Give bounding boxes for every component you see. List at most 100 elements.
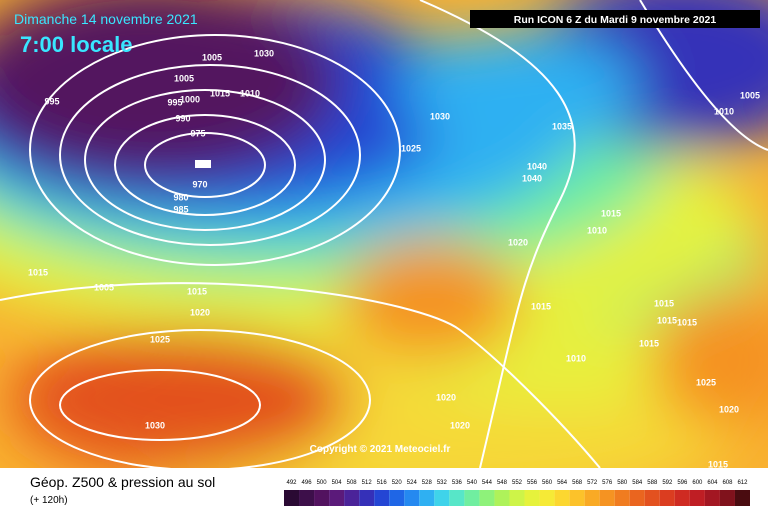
colorbar-swatch (314, 490, 330, 506)
isobar-label: 1025 (150, 334, 170, 344)
isobar-label: 1030 (430, 111, 450, 121)
colorbar-label: 548 (497, 480, 508, 486)
colorbar-label: 580 (617, 480, 628, 486)
colorbar-swatch (629, 490, 645, 506)
colorbar-swatch (509, 490, 525, 506)
colorbar-label: 492 (287, 480, 298, 486)
isobar-label: 1015 (677, 317, 697, 327)
isobar-label: 1040 (527, 161, 547, 171)
colorbar-label: 552 (512, 480, 523, 486)
colorbar-label: 496 (302, 480, 313, 486)
isobar-label: 1015 (708, 459, 728, 469)
colorbar-swatch (494, 490, 510, 506)
colorbar-label: 568 (572, 480, 583, 486)
isobar-label: 975 (190, 128, 205, 138)
colorbar-label: 608 (722, 480, 733, 486)
run-box (470, 10, 760, 28)
colorbar-label: 508 (347, 480, 358, 486)
colorbar-label: 612 (737, 480, 748, 486)
colorbar-label: 512 (362, 480, 373, 486)
colorbar-swatch (569, 490, 585, 506)
colorbar-swatch (524, 490, 540, 506)
colorbar-swatch (359, 490, 375, 506)
isobar-label: 1010 (587, 225, 607, 235)
isobar-label: 1020 (436, 392, 456, 402)
isobar-label: 1005 (174, 73, 194, 83)
colorbar-swatch (284, 490, 300, 506)
footer-title: Géop. Z500 & pression au sol (30, 474, 215, 490)
isobar-label: 1035 (552, 121, 572, 131)
colorbar-label: 516 (377, 480, 388, 486)
colorbar-swatch (599, 490, 615, 506)
colorbar-swatch (299, 490, 315, 506)
isobar-label: 1015 (187, 286, 207, 296)
colorbar-label: 596 (677, 480, 688, 486)
isobar-label: 1005 (740, 90, 760, 100)
run: Run ICON 6 Z du Mardi 9 novembre 2021 (514, 14, 717, 26)
colorbar-label: 564 (557, 480, 568, 486)
isobar-label: 1015 (654, 298, 674, 308)
isobar-label: 1000 (180, 94, 200, 104)
colorbar-swatch (584, 490, 600, 506)
isobar-label: 995 (167, 97, 182, 107)
isobar-label: 1025 (401, 143, 421, 153)
isobar-label: 985 (173, 204, 188, 214)
colorbar-swatch (344, 490, 360, 506)
colorbar-swatch (644, 490, 660, 506)
isobar-label: 995 (44, 96, 59, 106)
colorbar-swatch (464, 490, 480, 506)
colorbar-label: 520 (392, 480, 403, 486)
colorbar-swatch (374, 490, 390, 506)
colorbar-label: 524 (407, 480, 418, 486)
isobar-label: 1020 (190, 307, 210, 317)
isobar-label: 1015 (210, 88, 230, 98)
colorbar-swatch (329, 490, 345, 506)
colorbar-label: 540 (467, 480, 478, 486)
colorbar-label: 604 (707, 480, 718, 486)
colorbar-label: 556 (527, 480, 538, 486)
colorbar-swatch (674, 490, 690, 506)
isobar-label: 1005 (94, 282, 114, 292)
colorbar-label: 588 (647, 480, 658, 486)
colorbar-swatch (479, 490, 495, 506)
isobar-lines (0, 0, 768, 468)
isobar-label: 1010 (240, 88, 260, 98)
colorbar-swatch (449, 490, 465, 506)
isobar-label: 980 (173, 192, 188, 202)
colorbar-label: 560 (542, 480, 553, 486)
time: 7:00 locale (20, 32, 133, 57)
colorbar-swatch (689, 490, 705, 506)
isobar-label: 1015 (28, 267, 48, 277)
isobar-label: 1025 (696, 377, 716, 387)
isobar-label: 1015 (639, 338, 659, 348)
isobar-label: 1020 (719, 404, 739, 414)
colorbar-swatch (734, 490, 750, 506)
isobar-label: 1020 (508, 237, 528, 247)
colorbar-label: 584 (632, 480, 643, 486)
colorbar-swatch (704, 490, 720, 506)
colorbar-swatch (719, 490, 735, 506)
colorbar-swatch (419, 490, 435, 506)
colorbar-swatch (404, 490, 420, 506)
colorbar-swatch (389, 490, 405, 506)
isobar-label: 1015 (601, 208, 621, 218)
isobar-label: 1015 (531, 301, 551, 311)
colorbar-label: 536 (452, 480, 463, 486)
colorbar-label: 504 (332, 480, 343, 486)
colorbar-swatch (659, 490, 675, 506)
date: Dimanche 14 novembre 2021 (14, 11, 198, 27)
colorbar-label: 592 (662, 480, 673, 486)
colorbar-swatch (539, 490, 555, 506)
isobar-label: 1005 (202, 52, 222, 62)
isobar-label: 1030 (254, 48, 274, 58)
colorbar-label: 544 (482, 480, 493, 486)
isobar-label: 1040 (522, 173, 542, 183)
isobar-label: 990 (175, 113, 190, 123)
isobar-label: 1010 (714, 106, 734, 116)
colorbar-swatch (554, 490, 570, 506)
copyright: Copyright © 2021 Meteociel.fr (310, 444, 451, 455)
isobar-label: 1030 (145, 420, 165, 430)
isobar-label: 1020 (450, 420, 470, 430)
